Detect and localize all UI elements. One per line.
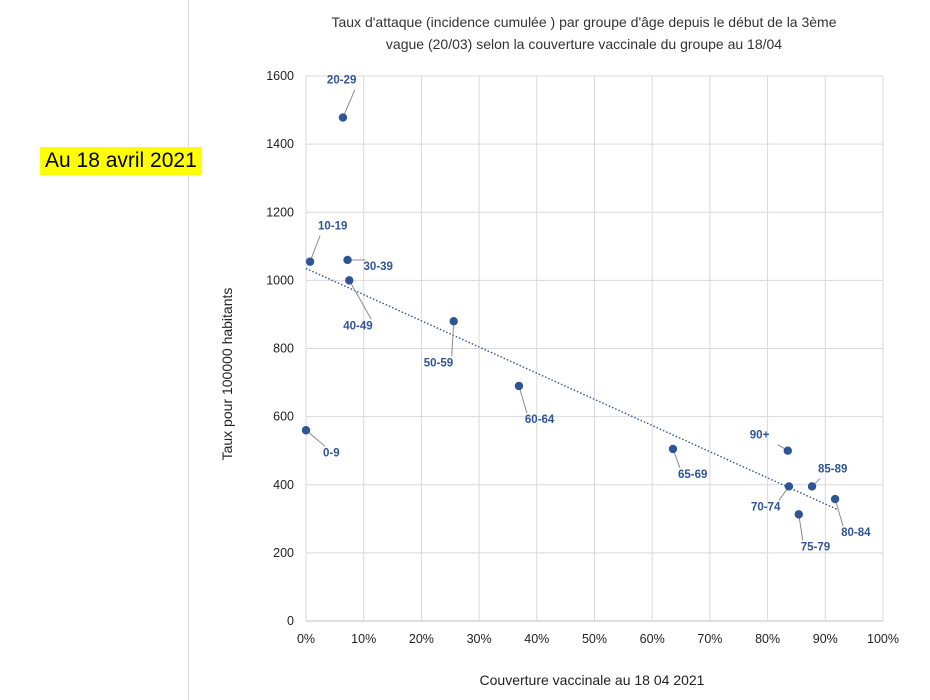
x-tick-label: 70% bbox=[697, 632, 722, 646]
data-point-70-74: 70-74 bbox=[751, 482, 794, 513]
data-point-75-79: 75-79 bbox=[794, 510, 830, 553]
chart-grid bbox=[305, 75, 884, 622]
data-point-90+: 90+ bbox=[750, 430, 792, 455]
data-point-85-89: 85-89 bbox=[807, 463, 847, 491]
point-marker bbox=[343, 255, 352, 265]
point-label: 80-84 bbox=[841, 527, 871, 539]
data-point-0-9: 0-9 bbox=[301, 426, 340, 459]
x-axis-ticks: 0% 10% 20% 30% 40% 50% 60% 70% 80% 90% 100% bbox=[297, 632, 899, 646]
point-label: 70-74 bbox=[751, 501, 781, 513]
x-tick-label: 10% bbox=[351, 632, 376, 646]
y-tick-label: 600 bbox=[273, 410, 294, 424]
point-leader-line bbox=[518, 385, 528, 414]
y-axis-title: Taux pour 100000 habitants bbox=[219, 288, 235, 461]
point-label: 75-79 bbox=[801, 541, 830, 553]
x-tick-label: 90% bbox=[813, 632, 838, 646]
data-point-60-64: 60-64 bbox=[514, 381, 555, 426]
point-label: 40-49 bbox=[343, 320, 372, 332]
point-label: 90+ bbox=[750, 430, 770, 442]
point-marker bbox=[783, 446, 792, 455]
data-point-40-49: 40-49 bbox=[343, 276, 373, 332]
point-leader-line bbox=[451, 321, 455, 357]
y-tick-label: 1600 bbox=[266, 69, 294, 83]
data-point-65-69: 65-69 bbox=[668, 444, 707, 481]
chart-title-line-2: vague (20/03) selon la couverture vaccin… bbox=[386, 36, 782, 52]
data-point-10-19: 10-19 bbox=[305, 221, 347, 266]
y-tick-label: 200 bbox=[273, 546, 294, 560]
data-point-20-29: 20-29 bbox=[327, 75, 356, 122]
date-badge: Au 18 avril 2021 bbox=[40, 147, 202, 175]
point-marker bbox=[668, 444, 678, 454]
y-axis-ticks: 0 200 400 600 800 1000 1200 1400 1600 bbox=[266, 69, 294, 628]
point-leader-line bbox=[309, 235, 321, 262]
point-label: 60-64 bbox=[525, 414, 555, 426]
y-tick-label: 0 bbox=[287, 614, 294, 628]
point-marker bbox=[449, 317, 458, 326]
point-label: 65-69 bbox=[678, 469, 707, 481]
point-marker bbox=[794, 510, 803, 519]
point-marker bbox=[807, 482, 817, 491]
y-tick-label: 400 bbox=[273, 478, 294, 492]
point-marker bbox=[305, 257, 315, 266]
point-marker bbox=[345, 276, 354, 285]
x-axis-title: Couverture vaccinale au 18 04 2021 bbox=[480, 672, 705, 688]
x-tick-label: 30% bbox=[467, 632, 492, 646]
x-tick-label: 80% bbox=[755, 632, 780, 646]
x-tick-label: 20% bbox=[409, 632, 434, 646]
y-tick-label: 1000 bbox=[266, 273, 294, 287]
chart-panel-border bbox=[188, 0, 189, 700]
chart-title-line-1: Taux d'attaque (incidence cumulée ) par … bbox=[331, 14, 836, 30]
point-leader-line bbox=[342, 89, 356, 118]
point-label: 10-19 bbox=[318, 221, 347, 233]
trendline-group bbox=[305, 267, 838, 510]
point-label: 50-59 bbox=[424, 357, 453, 369]
x-tick-label: 40% bbox=[524, 632, 549, 646]
y-tick-label: 800 bbox=[273, 342, 294, 356]
point-label: 30-39 bbox=[364, 261, 393, 273]
point-leader-line bbox=[834, 498, 844, 527]
y-tick-label: 1200 bbox=[266, 205, 294, 219]
point-leader-line bbox=[348, 280, 372, 320]
data-point-50-59: 50-59 bbox=[424, 317, 458, 369]
point-marker bbox=[784, 482, 794, 491]
point-marker bbox=[338, 113, 348, 122]
point-label: 20-29 bbox=[327, 75, 356, 87]
x-tick-label: 50% bbox=[582, 632, 607, 646]
point-marker bbox=[514, 381, 524, 391]
y-tick-label: 1400 bbox=[266, 137, 294, 151]
x-tick-label: 60% bbox=[640, 632, 665, 646]
point-label: 0-9 bbox=[323, 447, 340, 459]
point-marker bbox=[301, 426, 311, 435]
x-tick-label: 0% bbox=[297, 632, 315, 646]
data-point-30-39: 30-39 bbox=[343, 255, 393, 273]
point-label: 85-89 bbox=[818, 463, 847, 475]
trendline bbox=[305, 267, 838, 510]
data-points: 0-9 10-19 20-29 30-39 40-49 50-59 60-64 65-69 70… bbox=[301, 75, 871, 553]
point-marker bbox=[830, 494, 840, 504]
point-leader-line bbox=[798, 514, 804, 541]
x-tick-label: 100% bbox=[867, 632, 899, 646]
data-point-80-84: 80-84 bbox=[830, 494, 871, 539]
